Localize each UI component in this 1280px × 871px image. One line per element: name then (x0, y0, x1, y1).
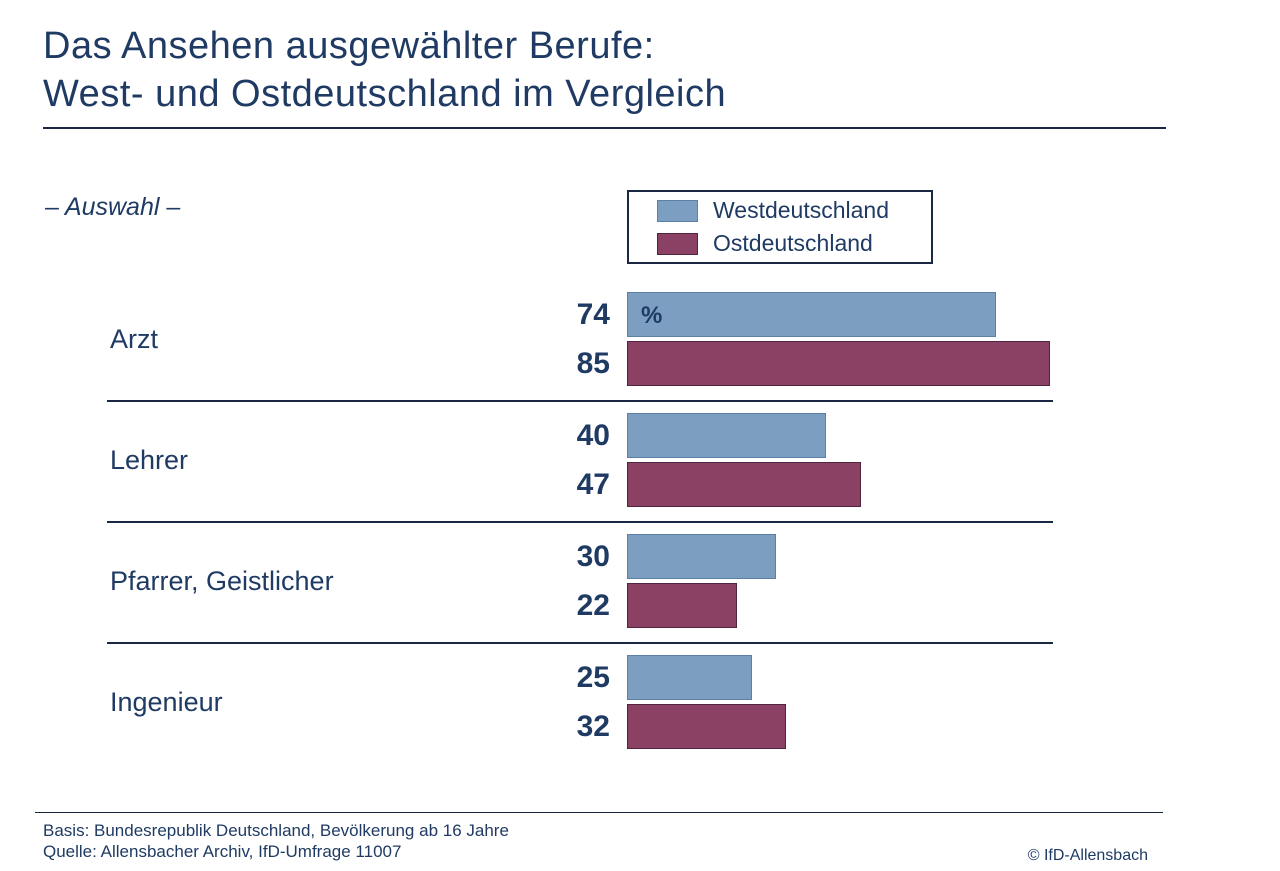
bar-ost (627, 583, 737, 628)
row-divider (107, 400, 1053, 402)
bar-west (627, 292, 996, 337)
value-label-ost: 47 (576, 468, 610, 501)
row-divider (107, 521, 1053, 523)
chart-row-3: Pfarrer, Geistlicher 30 22 (0, 534, 1280, 655)
title-line-2: West- und Ostdeutschland im Vergleich (43, 73, 727, 115)
bar-west (627, 413, 826, 458)
footer-divider (35, 812, 1163, 813)
footer-quelle: Quelle: Allensbacher Archiv, IfD-Umfrage… (43, 842, 402, 861)
bar-west (627, 655, 752, 700)
bar-ost (627, 341, 1050, 386)
chart-row-4: Ingenieur 25 32 (0, 655, 1280, 776)
footer-copyright: © IfD-Allensbach (1027, 847, 1148, 864)
category-label: Lehrer (110, 444, 189, 475)
chart-row-2: Lehrer 40 47 (0, 413, 1280, 534)
category-label: Pfarrer, Geistlicher (110, 565, 334, 596)
chart-row-1: Arzt 74 85% (0, 292, 1280, 413)
value-label-west: 30 (576, 540, 610, 573)
legend-swatch-icon (657, 199, 698, 222)
row-divider (107, 642, 1053, 644)
percent-unit-label: % (641, 302, 663, 329)
legend-label: Westdeutschland (713, 197, 890, 223)
category-label: Arzt (110, 323, 159, 354)
value-label-ost: 85 (576, 347, 610, 380)
bar-ost (627, 704, 786, 749)
category-label: Ingenieur (110, 686, 223, 717)
bar-west (627, 534, 776, 579)
value-label-ost: 32 (576, 710, 610, 743)
chart-title: Das Ansehen ausgewählter Berufe: West- u… (43, 22, 726, 118)
footer-basis: Basis: Bundesrepublik Deutschland, Bevöl… (43, 821, 509, 840)
legend: Westdeutschland Ostdeutschland (627, 190, 933, 264)
value-label-west: 25 (576, 661, 610, 694)
subtitle-auswahl: – Auswahl – (45, 193, 181, 221)
legend-entry: Ostdeutschland (657, 230, 931, 257)
value-label-ost: 22 (576, 589, 610, 622)
legend-label: Ostdeutschland (713, 230, 873, 256)
bar-ost (627, 462, 861, 507)
title-line-1: Das Ansehen ausgewählter Berufe: (43, 25, 655, 67)
value-label-west: 74 (576, 298, 610, 331)
title-divider (43, 127, 1166, 129)
value-label-west: 40 (576, 419, 610, 452)
legend-entry: Westdeutschland (657, 197, 931, 224)
legend-swatch-icon (657, 232, 698, 255)
